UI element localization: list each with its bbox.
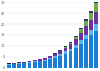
Bar	[64, 47, 67, 48]
Bar	[79, 40, 83, 44]
Bar	[79, 28, 83, 29]
Bar	[33, 62, 37, 68]
Bar	[58, 51, 62, 54]
Bar	[28, 62, 31, 63]
Bar	[84, 35, 88, 39]
Bar	[94, 3, 98, 12]
Bar	[94, 24, 98, 31]
Bar	[84, 21, 88, 26]
Bar	[89, 35, 93, 68]
Bar	[64, 51, 67, 54]
Bar	[84, 26, 88, 35]
Bar	[74, 36, 78, 37]
Bar	[7, 64, 11, 65]
Bar	[17, 63, 21, 64]
Bar	[89, 20, 93, 30]
Bar	[17, 62, 21, 63]
Bar	[33, 60, 37, 61]
Bar	[58, 56, 62, 68]
Bar	[84, 39, 88, 68]
Bar	[69, 43, 72, 44]
Bar	[33, 61, 37, 62]
Bar	[53, 53, 57, 54]
Bar	[12, 63, 16, 64]
Bar	[17, 64, 21, 68]
Bar	[53, 56, 57, 58]
Bar	[38, 59, 42, 61]
Bar	[22, 63, 26, 68]
Bar	[74, 39, 78, 45]
Bar	[69, 49, 72, 51]
Bar	[64, 48, 67, 51]
Bar	[89, 13, 93, 20]
Bar	[28, 63, 31, 68]
Bar	[12, 64, 16, 68]
Bar	[43, 58, 47, 60]
Bar	[64, 46, 67, 47]
Bar	[7, 63, 11, 64]
Bar	[79, 33, 83, 40]
Bar	[38, 61, 42, 68]
Bar	[74, 37, 78, 39]
Bar	[94, 12, 98, 24]
Bar	[94, 31, 98, 68]
Bar	[58, 54, 62, 56]
Bar	[69, 44, 72, 49]
Bar	[94, 2, 98, 3]
Bar	[48, 59, 52, 68]
Bar	[89, 11, 93, 13]
Bar	[74, 45, 78, 48]
Bar	[43, 61, 47, 68]
Bar	[89, 30, 93, 35]
Bar	[69, 51, 72, 68]
Bar	[58, 50, 62, 51]
Bar	[48, 56, 52, 58]
Bar	[28, 61, 31, 62]
Bar	[22, 62, 26, 63]
Bar	[64, 54, 67, 68]
Bar	[84, 19, 88, 21]
Bar	[94, 1, 98, 2]
Bar	[53, 58, 57, 68]
Bar	[79, 44, 83, 68]
Bar	[69, 42, 72, 43]
Bar	[53, 54, 57, 56]
Bar	[48, 58, 52, 59]
Bar	[74, 48, 78, 68]
Bar	[43, 60, 47, 61]
Bar	[7, 65, 11, 68]
Bar	[79, 29, 83, 33]
